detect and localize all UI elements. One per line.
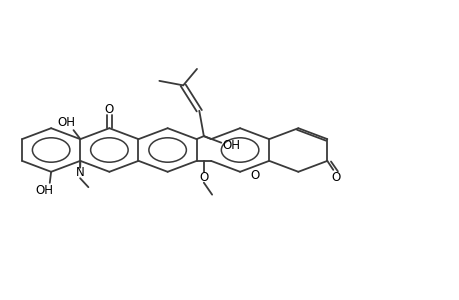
Text: N: N	[76, 166, 84, 179]
Text: OH: OH	[57, 116, 75, 129]
Text: O: O	[199, 171, 208, 184]
Text: O: O	[105, 103, 114, 116]
Text: OH: OH	[35, 184, 53, 197]
Text: O: O	[250, 169, 259, 182]
Text: O: O	[330, 171, 340, 184]
Text: OH: OH	[222, 139, 240, 152]
